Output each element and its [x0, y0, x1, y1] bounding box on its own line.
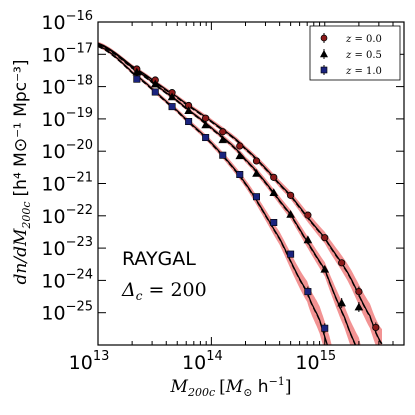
model-line-series-2	[98, 45, 328, 345]
annotation-raygal: RAYGAL	[122, 248, 196, 270]
xlabel-units-sym: M	[225, 377, 244, 397]
x-tick-label-2: 1015	[295, 349, 336, 374]
data-points	[132, 65, 380, 334]
point-series-2-10	[304, 288, 312, 296]
y-tick-label-6: 10−22	[41, 203, 93, 228]
point-series-1-5	[218, 135, 228, 144]
tick-labels: 1013 1014 1015 10−16 10−17 10−18 10−19 10−20 10−…	[41, 9, 336, 374]
xlabel-open: [	[219, 377, 226, 397]
xlabel-main: M	[170, 377, 189, 397]
point-series-1-10	[303, 235, 313, 244]
y-tick-label-4: 10−20	[41, 138, 93, 163]
point-series-1-6	[235, 151, 245, 160]
model-dashed-series-2	[98, 46, 328, 345]
y-tick-label-2: 10−18	[41, 74, 93, 99]
point-series-2-8	[270, 219, 278, 227]
point-series-0-7	[252, 157, 261, 165]
point-series-1-11	[320, 264, 330, 273]
x-axis-label: M200c [M⊙ h−1]	[170, 375, 292, 399]
point-series-2-4	[202, 134, 210, 142]
annotation-raygal-text: RAYGAL	[122, 248, 196, 270]
x-tick-label-0: 1013	[69, 349, 110, 374]
ylabel-units: [h⁴ M⊙⁻¹ Mpc⁻³]	[11, 60, 31, 197]
delta-rest: = 200	[142, 279, 206, 301]
model-bands	[98, 41, 382, 345]
ylabel-sub: 200c	[20, 201, 33, 229]
legend-label-1: z = 0.5	[345, 50, 382, 61]
xlabel-sub: 200c	[187, 386, 215, 399]
delta-symbol: Δ	[121, 279, 136, 301]
y-tick-label-7: 10−23	[41, 235, 93, 260]
point-series-0-11	[321, 234, 329, 242]
point-series-1-7	[252, 169, 261, 177]
point-series-1-9	[286, 210, 295, 218]
y-tick-label-0: 10−16	[41, 9, 93, 34]
point-series-1-13	[354, 302, 364, 311]
point-series-1-3	[184, 106, 193, 114]
y-tick-label-9: 10−25	[41, 300, 93, 325]
point-series-2-6	[236, 170, 244, 178]
legend-label-2: z = 1.0	[345, 66, 382, 77]
point-series-1-12	[337, 298, 346, 307]
y-tick-label-3: 10−19	[41, 106, 93, 131]
delta-sub: c	[136, 289, 143, 303]
point-series-2-9	[287, 250, 295, 258]
model-curves	[98, 42, 383, 345]
x-tick-label-1: 1014	[182, 349, 223, 374]
point-series-0-6	[236, 142, 244, 150]
y-tick-label-1: 10−17	[41, 41, 93, 66]
annotation-delta: Δc = 200	[121, 279, 207, 303]
point-series-2-11	[321, 324, 329, 332]
point-series-0-13	[355, 288, 363, 296]
legend-marker-1	[319, 49, 329, 58]
point-series-0-9	[287, 191, 295, 199]
y-axis-label: dn/dM200c [h⁴ M⊙⁻¹ Mpc⁻³]	[11, 60, 33, 285]
y-tick-label-8: 10−24	[41, 267, 93, 292]
legend-marker-0	[320, 34, 328, 42]
point-series-0-8	[270, 173, 278, 181]
point-series-2-7	[252, 193, 260, 201]
svg-text:dn/dM200c[h⁴ M⊙⁻¹ Mpc⁻³]: dn/dM200c [h⁴ M⊙⁻¹ Mpc⁻³]	[11, 60, 33, 285]
legend: z = 0.0 z = 0.5 z = 1.0	[309, 25, 401, 81]
svg-text:M200c[M⊙ h−1]: M200c [M⊙ h−1]	[170, 375, 292, 399]
point-series-0-4	[202, 114, 210, 122]
point-series-1-1	[150, 79, 160, 88]
legend-label-0: z = 0.0	[345, 34, 382, 45]
xlabel-units-rest: h	[252, 377, 268, 397]
xlabel-units-sub: ⊙	[243, 386, 252, 399]
point-series-0-14	[372, 323, 380, 332]
point-series-1-2	[167, 92, 177, 101]
point-series-1-0	[132, 67, 142, 76]
point-series-2-3	[185, 118, 193, 126]
point-series-2-0	[133, 75, 141, 83]
point-series-2-1	[151, 88, 159, 96]
xlabel-units-exp: −1	[269, 375, 285, 388]
xlabel-close: ]	[285, 377, 292, 397]
y-tick-label-5: 10−21	[41, 171, 93, 196]
point-series-1-8	[269, 188, 279, 197]
point-series-0-5	[219, 128, 227, 136]
point-series-0-12	[338, 259, 346, 267]
point-series-2-5	[219, 151, 227, 159]
model-dashed-series-1	[98, 44, 356, 345]
ylabel-main: dn/dM	[11, 228, 31, 284]
legend-marker-2	[320, 66, 328, 74]
svg-text:Δc = 200: Δc = 200	[121, 279, 207, 303]
point-series-2-2	[168, 103, 176, 111]
point-series-0-10	[304, 211, 312, 219]
point-series-1-4	[201, 120, 210, 129]
